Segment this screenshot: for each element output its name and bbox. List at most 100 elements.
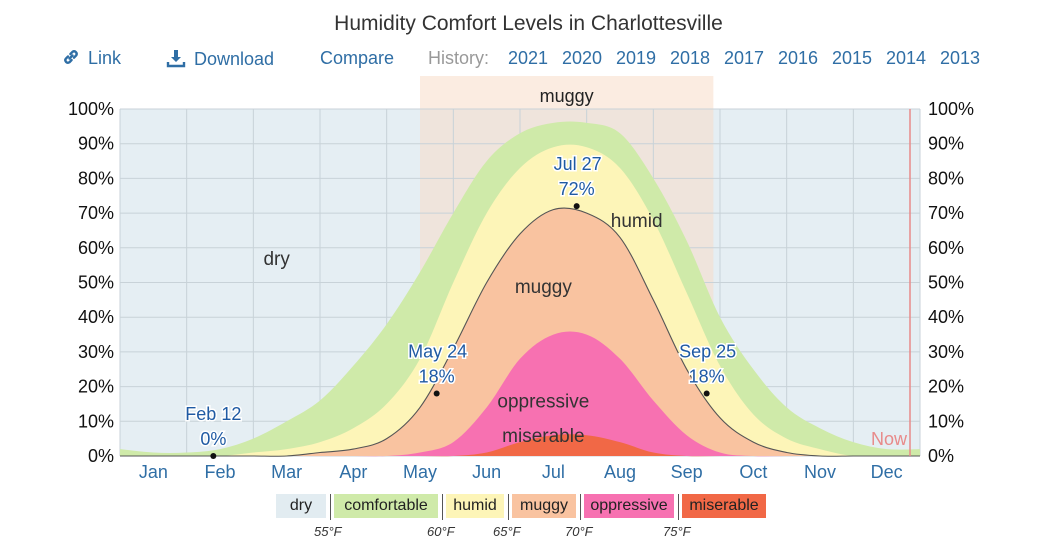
x-tick-label: May — [403, 462, 437, 482]
legend-separator — [580, 494, 581, 520]
toolbar: Link Download Compare History: 2021 2020… — [0, 48, 1057, 74]
legend-temp-75: 75°F — [663, 524, 691, 539]
y-tick-label-right: 70% — [928, 203, 964, 223]
annotation-date: Feb 12 — [185, 404, 241, 424]
x-tick-label: Apr — [339, 462, 367, 482]
y-tick-label-right: 20% — [928, 377, 964, 397]
area-muggy — [120, 207, 920, 457]
legend-temp-65: 65°F — [493, 524, 521, 539]
y-tick-label-right: 60% — [928, 238, 964, 258]
annotation-point — [703, 390, 710, 397]
legend-muggy: muggy — [512, 494, 576, 518]
region-label-miserable: miserable — [502, 426, 584, 447]
y-tick-label-right: 90% — [928, 134, 964, 154]
history-year-2014[interactable]: 2014 — [886, 48, 927, 68]
y-tick-label-right: 10% — [928, 411, 964, 431]
x-tick-label: Jul — [542, 462, 565, 482]
annotation-value: 72% — [559, 179, 595, 199]
legend-separator — [442, 494, 443, 520]
annotation-date: Jul 27 — [554, 154, 602, 174]
humidity-chart: muggy dry humid muggy oppressive miserable F… — [68, 76, 974, 482]
annotation-point — [433, 390, 440, 397]
y-tick-label-left: 100% — [68, 99, 114, 119]
annotation-point — [210, 453, 217, 459]
y-tick-label-left: 80% — [78, 168, 114, 188]
legend-dry: dry — [276, 494, 326, 518]
y-tick-label-left: 30% — [78, 342, 114, 362]
legend-humid: humid — [446, 494, 504, 518]
muggy-percentage-line — [120, 207, 920, 457]
y-tick-label-left: 50% — [78, 273, 114, 293]
legend-temp-60: 60°F — [427, 524, 455, 539]
y-tick-label-right: 0% — [928, 446, 954, 466]
legend-oppressive: oppressive — [584, 494, 674, 518]
x-tick-label: Aug — [604, 462, 636, 482]
history-year-2018[interactable]: 2018 — [670, 48, 711, 68]
annotation-date: Sep 25 — [679, 342, 736, 362]
history-year-2020[interactable]: 2020 — [562, 48, 603, 68]
region-label-muggy: muggy — [515, 277, 573, 298]
y-tick-label-right: 50% — [928, 273, 964, 293]
x-tick-label: Dec — [871, 462, 903, 482]
annotation-date: May 24 — [408, 342, 467, 362]
legend: dry comfortable humid muggy oppressive m… — [0, 494, 1057, 544]
y-tick-label-right: 40% — [928, 307, 964, 327]
annotation-value: 18% — [689, 367, 725, 387]
region-label-dry: dry — [263, 249, 290, 270]
download-icon — [166, 48, 186, 73]
legend-miserable: miserable — [682, 494, 766, 518]
x-tick-label: Nov — [804, 462, 836, 482]
now-label: Now — [871, 429, 908, 449]
legend-oppressive-label: oppressive — [590, 497, 668, 514]
legend-comfortable: comfortable — [334, 494, 438, 518]
y-tick-label-left: 0% — [88, 446, 114, 466]
history-year-2015[interactable]: 2015 — [832, 48, 873, 68]
history-year-2013[interactable]: 2013 — [940, 48, 981, 68]
legend-separator — [508, 494, 509, 520]
history-year-2016[interactable]: 2016 — [778, 48, 819, 68]
history-label: History: — [428, 48, 490, 68]
x-tick-label: Feb — [204, 462, 235, 482]
y-tick-label-left: 60% — [78, 238, 114, 258]
annotation-value: 0% — [200, 429, 226, 449]
annotation-point — [573, 203, 580, 210]
y-tick-label-right: 30% — [928, 342, 964, 362]
y-tick-label-left: 90% — [78, 134, 114, 154]
region-label-humid: humid — [611, 211, 663, 232]
download-button[interactable]: Download — [166, 48, 274, 73]
area-miserable — [120, 434, 920, 457]
history-year-2021[interactable]: 2021 — [508, 48, 549, 68]
x-tick-label: Jun — [472, 462, 501, 482]
legend-temp-70: 70°F — [565, 524, 593, 539]
y-tick-label-left: 70% — [78, 203, 114, 223]
y-tick-label-left: 10% — [78, 411, 114, 431]
legend-separator — [330, 494, 331, 520]
y-tick-label-left: 40% — [78, 307, 114, 327]
download-label: Download — [194, 49, 275, 70]
x-tick-label: Mar — [271, 462, 302, 482]
history-year-2017[interactable]: 2017 — [724, 48, 765, 68]
legend-humid-label: humid — [453, 497, 497, 514]
region-label-oppressive: oppressive — [497, 391, 589, 412]
link-button[interactable]: Link — [62, 48, 121, 71]
legend-miserable-label: miserable — [689, 497, 759, 514]
annotation-value: 18% — [419, 367, 455, 387]
legend-dry-label: dry — [289, 497, 313, 514]
x-tick-label: Sep — [671, 462, 703, 482]
x-tick-label: Jan — [139, 462, 168, 482]
area-oppressive — [120, 331, 920, 457]
x-tick-label: Oct — [739, 462, 767, 482]
legend-temp-55: 55°F — [314, 524, 342, 539]
history-year-2019[interactable]: 2019 — [616, 48, 657, 68]
y-tick-label-left: 20% — [78, 377, 114, 397]
legend-muggy-label: muggy — [519, 497, 569, 514]
link-icon — [62, 48, 80, 71]
muggy-season-label: muggy — [540, 86, 594, 106]
y-tick-label-right: 80% — [928, 168, 964, 188]
compare-button[interactable]: Compare — [320, 48, 395, 68]
link-label: Link — [88, 48, 122, 69]
legend-comfortable-label: comfortable — [344, 497, 428, 514]
legend-separator — [678, 494, 679, 520]
chart-title: Humidity Comfort Levels in Charlottesvil… — [334, 12, 723, 35]
y-tick-label-right: 100% — [928, 99, 974, 119]
